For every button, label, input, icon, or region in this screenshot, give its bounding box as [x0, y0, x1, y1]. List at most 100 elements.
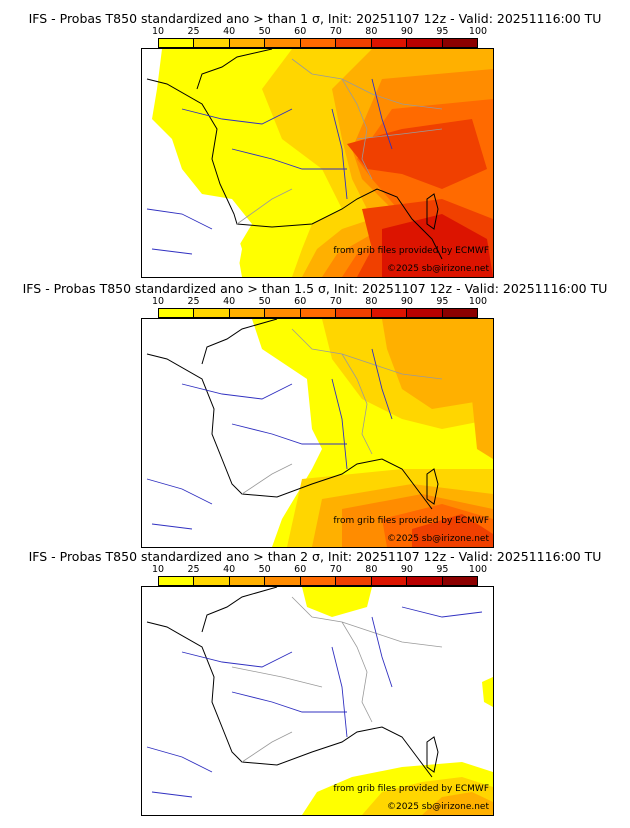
legend-tick-label: 25: [187, 564, 200, 575]
legend-swatch: [300, 577, 337, 585]
legend-colorbar: [158, 308, 478, 318]
probability-map-1sigma: from grib files provided by ECMWF ©2025 …: [141, 48, 494, 278]
credit-source: from grib files provided by ECMWF: [333, 516, 489, 526]
legend-colorbar: [158, 38, 478, 48]
coastline: [146, 49, 443, 260]
legend-tick-label: 100: [468, 296, 488, 307]
prob-area-10-north: [302, 587, 372, 617]
map-canvas: [142, 319, 493, 547]
legend-swatch: [300, 309, 337, 317]
legend-tick-label: 95: [436, 564, 449, 575]
legend-tick-label: 40: [223, 26, 236, 37]
legend-ticks: 10 25 40 50 60 70 80 90 95 100: [152, 26, 487, 37]
legend-swatch: [265, 309, 301, 317]
legend-tick-label: 60: [294, 296, 307, 307]
legend-swatch: [300, 39, 337, 47]
probability-legend: 10 25 40 50 60 70 80 90 95 100: [152, 296, 487, 322]
legend-tick-label: 10: [151, 564, 165, 575]
legend-tick-label: 90: [400, 564, 413, 575]
legend-swatch: [265, 39, 301, 47]
corsica-coast: [426, 468, 439, 505]
legend-tick-label: 60: [294, 26, 307, 37]
legend-swatch: [159, 577, 195, 585]
legend-swatch: [229, 39, 266, 47]
credit-source: from grib files provided by ECMWF: [333, 784, 489, 794]
prob-area-40-north: [382, 319, 493, 409]
legend-ticks: 10 25 40 50 60 70 80 90 95 100: [152, 564, 487, 575]
legend-tick-label: 70: [329, 26, 342, 37]
prob-area-70: [412, 514, 493, 547]
legend-swatch: [194, 39, 230, 47]
probability-legend: 10 25 40 50 60 70 80 90 95 100: [152, 26, 487, 52]
legend-tick-label: 25: [187, 296, 200, 307]
panel-title: IFS - Probas T850 standardized ano > tha…: [28, 11, 602, 26]
legend-swatch: [407, 577, 443, 585]
corsica-coast: [426, 736, 439, 773]
legend-tick-label: 95: [436, 26, 449, 37]
legend-swatch: [229, 577, 266, 585]
legend-tick-label: 60: [294, 564, 307, 575]
credit-copyright: ©2025 sb@irizone.net: [387, 264, 489, 274]
legend-tick-label: 80: [365, 26, 378, 37]
rivers: [146, 78, 393, 255]
legend-swatch: [336, 39, 372, 47]
legend-swatch: [159, 309, 195, 317]
legend-swatch: [336, 309, 372, 317]
legend-swatch: [442, 309, 477, 317]
corsica-coast: [426, 193, 439, 230]
map-canvas: [142, 587, 493, 815]
rivers: [146, 606, 483, 798]
legend-tick-label: 40: [223, 296, 236, 307]
legend-tick-label: 10: [151, 26, 165, 37]
legend-swatch: [194, 309, 230, 317]
legend-swatch: [407, 309, 443, 317]
legend-tick-label: 50: [258, 296, 271, 307]
legend-swatch: [371, 309, 408, 317]
borders: [236, 58, 443, 225]
rivers: [146, 348, 393, 530]
legend-swatch: [371, 39, 408, 47]
borders: [231, 596, 443, 763]
borders: [241, 328, 443, 495]
legend-colorbar: [158, 576, 478, 586]
legend-swatch: [442, 577, 477, 585]
prob-area-10-east: [482, 677, 493, 707]
coastline: [146, 587, 433, 778]
legend-tick-label: 90: [400, 26, 413, 37]
prob-area-40: [422, 792, 493, 815]
prob-area-zero: [142, 199, 242, 277]
legend-swatch: [407, 39, 443, 47]
legend-tick-label: 80: [365, 296, 378, 307]
map-canvas: [142, 49, 493, 277]
legend-tick-label: 50: [258, 26, 271, 37]
legend-swatch: [265, 577, 301, 585]
legend-swatch: [336, 577, 372, 585]
legend-swatch: [229, 309, 266, 317]
legend-tick-label: 25: [187, 26, 200, 37]
legend-swatch: [442, 39, 477, 47]
probability-map-2sigma: from grib files provided by ECMWF ©2025 …: [141, 586, 494, 816]
legend-tick-label: 95: [436, 296, 449, 307]
probability-map-1-5sigma: from grib files provided by ECMWF ©2025 …: [141, 318, 494, 548]
credit-copyright: ©2025 sb@irizone.net: [387, 802, 489, 812]
panel-title: IFS - Probas T850 standardized ano > tha…: [22, 281, 608, 296]
legend-tick-label: 50: [258, 564, 271, 575]
prob-area-80: [382, 214, 493, 277]
legend-tick-label: 40: [223, 564, 236, 575]
credit-source: from grib files provided by ECMWF: [333, 246, 489, 256]
legend-tick-label: 80: [365, 564, 378, 575]
probability-legend: 10 25 40 50 60 70 80 90 95 100: [152, 564, 487, 590]
panel-title: IFS - Probas T850 standardized ano > tha…: [28, 549, 602, 564]
legend-tick-label: 100: [468, 564, 488, 575]
legend-tick-label: 70: [329, 296, 342, 307]
legend-tick-label: 90: [400, 296, 413, 307]
legend-tick-label: 70: [329, 564, 342, 575]
prob-area-40-east: [472, 389, 493, 459]
legend-ticks: 10 25 40 50 60 70 80 90 95 100: [152, 296, 487, 307]
credit-copyright: ©2025 sb@irizone.net: [387, 534, 489, 544]
legend-swatch: [159, 39, 195, 47]
legend-tick-label: 10: [151, 296, 165, 307]
legend-tick-label: 100: [468, 26, 488, 37]
legend-swatch: [371, 577, 408, 585]
coastline: [146, 319, 433, 510]
